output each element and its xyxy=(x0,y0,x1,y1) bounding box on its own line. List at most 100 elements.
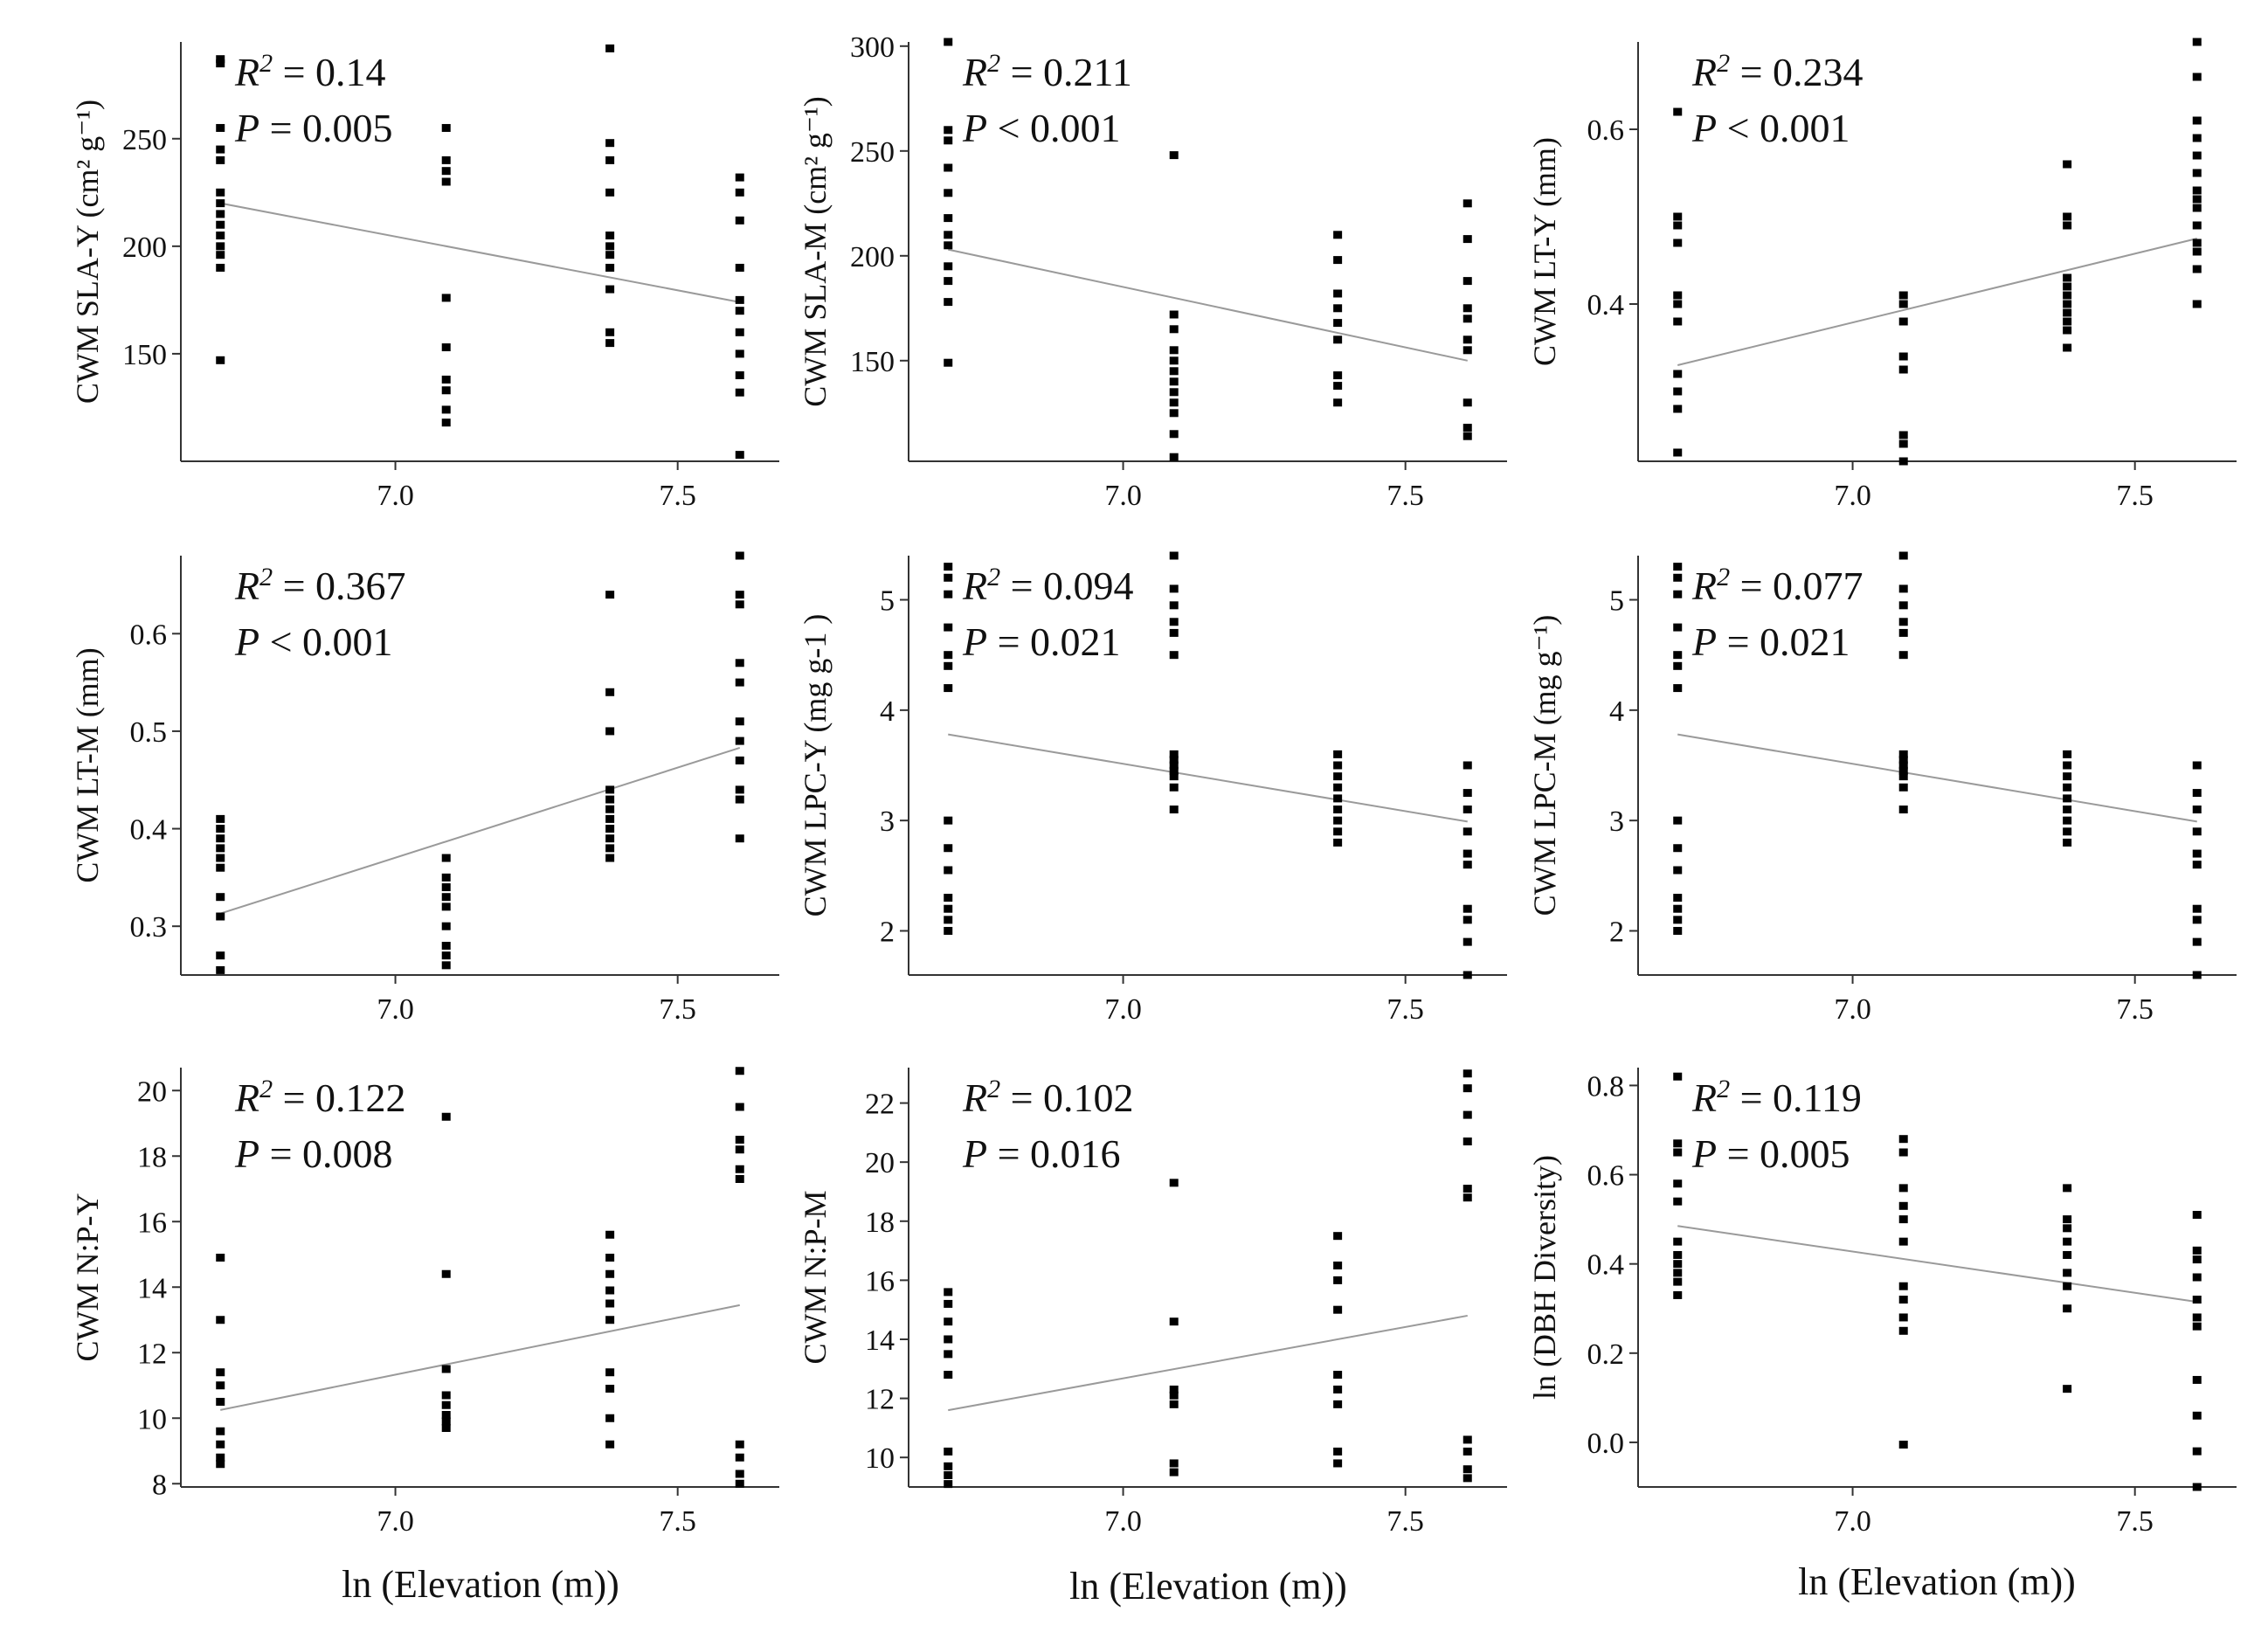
data-point xyxy=(216,1453,225,1462)
data-point xyxy=(216,220,225,229)
data-point xyxy=(735,600,744,609)
data-point xyxy=(1169,430,1179,439)
data-point xyxy=(2192,1447,2202,1456)
data-point xyxy=(944,1371,953,1380)
data-point xyxy=(216,1427,225,1435)
data-point xyxy=(944,866,953,875)
data-point xyxy=(735,756,744,764)
data-point xyxy=(1462,1185,1472,1193)
data-point xyxy=(2192,861,2202,869)
y-tick-label: 8 xyxy=(152,1469,167,1501)
data-point xyxy=(605,251,615,259)
y-tick-label: 200 xyxy=(122,232,167,264)
data-point xyxy=(2192,300,2202,308)
y-tick-label: 0.2 xyxy=(1587,1338,1625,1371)
data-point xyxy=(1333,256,1343,265)
data-point xyxy=(944,904,953,913)
data-point xyxy=(1169,346,1179,355)
data-point xyxy=(2192,761,2202,770)
data-point xyxy=(2063,1269,2072,1277)
data-point xyxy=(2063,1282,2072,1290)
r-squared-annotation: R2 = 0.122 xyxy=(234,1075,406,1120)
data-point xyxy=(1169,628,1179,637)
data-point xyxy=(1333,1371,1343,1380)
data-point xyxy=(216,834,225,843)
data-point xyxy=(944,163,953,172)
x-tick-label: 7.0 xyxy=(377,993,414,1026)
data-point xyxy=(944,623,953,632)
panel-4: 0.3 0.4 0.5 0.6 7.0 7.5 CWM LT-M (mm) R2 = 0.36… xyxy=(70,551,779,1026)
y-tick-label: 0.6 xyxy=(130,619,168,651)
y-axis-title: CWM N:P-Y xyxy=(70,1193,105,1361)
data-point xyxy=(2192,204,2202,212)
x-tick-label: 7.5 xyxy=(659,480,696,512)
x-tick-label: 7.0 xyxy=(377,480,414,512)
data-point xyxy=(1673,916,1683,924)
p-value-annotation: P = 0.021 xyxy=(962,619,1121,664)
data-point xyxy=(216,199,225,208)
p-value-annotation: P = 0.021 xyxy=(1691,619,1850,664)
data-point xyxy=(441,1411,451,1419)
data-point xyxy=(2063,816,2072,825)
data-point xyxy=(735,263,744,272)
data-point xyxy=(216,145,225,154)
data-point xyxy=(735,659,744,667)
data-point xyxy=(2063,1385,2072,1393)
p-value-annotation: P < 0.001 xyxy=(962,106,1121,150)
y-axis-title: CWM LPC-Y (mg g-1 ) xyxy=(798,614,833,917)
data-point xyxy=(2192,1375,2202,1384)
data-point xyxy=(605,242,615,251)
data-point xyxy=(2192,806,2202,814)
panel-5: 2 3 4 5 7.0 7.5 CWM LPC-Y (mg g-1 ) R2 = 0.094 P… xyxy=(798,551,1507,1026)
data-point xyxy=(1333,838,1343,847)
x-tick-label: 7.5 xyxy=(2116,1505,2154,1538)
data-point xyxy=(441,405,451,414)
y-tick-label: 5 xyxy=(880,585,895,618)
data-point xyxy=(944,1480,953,1489)
data-point xyxy=(2192,1411,2202,1420)
data-point xyxy=(216,242,225,251)
data-point xyxy=(735,717,744,726)
data-point xyxy=(735,1103,744,1111)
data-point xyxy=(1673,1179,1683,1188)
data-point xyxy=(2063,838,2072,847)
data-point xyxy=(1169,1385,1179,1393)
x-tick-label: 7.0 xyxy=(1834,480,1871,512)
data-point xyxy=(735,1440,744,1449)
data-point xyxy=(1462,1138,1472,1146)
data-point xyxy=(605,156,615,164)
data-point xyxy=(735,1453,744,1462)
data-point xyxy=(605,825,615,833)
data-point xyxy=(441,902,451,911)
data-point xyxy=(944,277,953,286)
data-point xyxy=(441,123,451,132)
data-point xyxy=(216,210,225,218)
data-point xyxy=(1673,370,1683,378)
data-point xyxy=(735,785,744,794)
data-point xyxy=(1673,1072,1683,1081)
data-point xyxy=(1673,1148,1683,1157)
data-point xyxy=(1333,806,1343,814)
data-point xyxy=(1673,1290,1683,1299)
x-axis-titles: ln (Elevation (m)) ln (Elevation (m)) ln… xyxy=(342,1560,2076,1608)
data-point xyxy=(2192,1273,2202,1282)
x-tick-label: 7.5 xyxy=(2116,993,2154,1026)
data-point xyxy=(1673,221,1683,230)
data-point xyxy=(735,1145,744,1154)
data-point xyxy=(1898,1313,1908,1322)
data-point xyxy=(1169,151,1179,160)
data-point xyxy=(1898,772,1908,781)
data-point xyxy=(216,951,225,960)
data-point xyxy=(1898,601,1908,610)
data-point xyxy=(1673,651,1683,660)
data-point xyxy=(1673,291,1683,300)
data-point xyxy=(605,1286,615,1295)
y-tick-label: 10 xyxy=(865,1442,895,1475)
data-point xyxy=(441,418,451,427)
data-point xyxy=(1169,453,1179,461)
p-value-annotation: P < 0.001 xyxy=(234,619,393,664)
y-tick-label: 4 xyxy=(880,695,895,728)
data-point xyxy=(1462,806,1472,814)
data-point xyxy=(944,590,953,598)
